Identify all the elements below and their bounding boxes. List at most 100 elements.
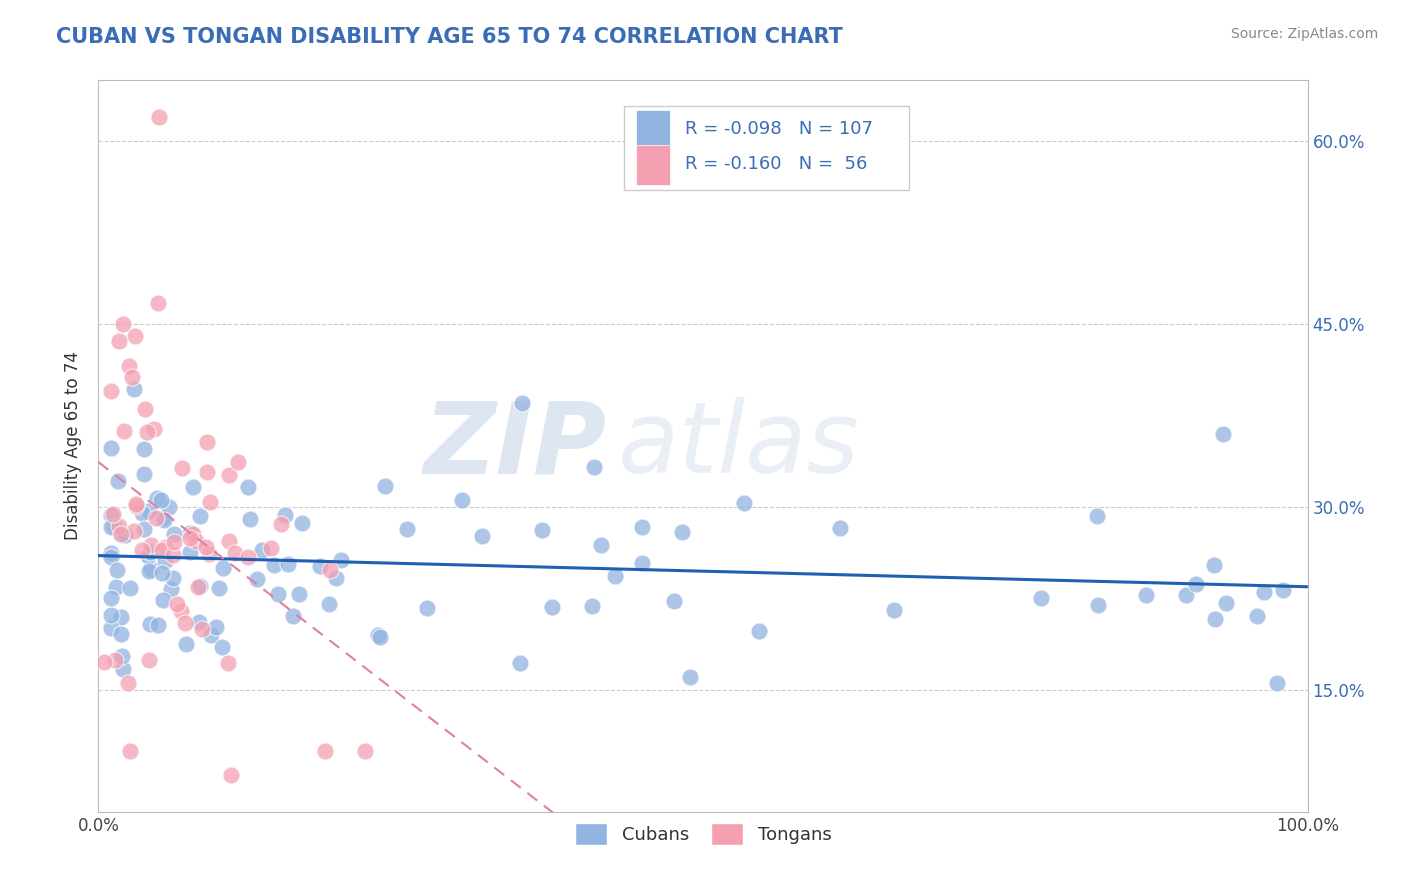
Point bbox=[217, 656, 239, 670]
Point bbox=[148, 296, 170, 310]
Y-axis label: Disability Age 65 to 74: Disability Age 65 to 74 bbox=[65, 351, 83, 541]
Point bbox=[631, 556, 654, 570]
Point bbox=[174, 637, 197, 651]
Point bbox=[188, 579, 211, 593]
Point bbox=[139, 545, 162, 559]
Point bbox=[883, 603, 905, 617]
Point bbox=[451, 492, 474, 507]
Point bbox=[134, 401, 156, 416]
Text: CUBAN VS TONGAN DISABILITY AGE 65 TO 74 CORRELATION CHART: CUBAN VS TONGAN DISABILITY AGE 65 TO 74 … bbox=[56, 27, 844, 46]
Point bbox=[170, 461, 193, 475]
Point bbox=[1253, 584, 1275, 599]
Point bbox=[108, 334, 131, 348]
Point bbox=[110, 627, 132, 641]
Point bbox=[111, 317, 134, 331]
Point bbox=[605, 569, 627, 583]
Point bbox=[138, 617, 160, 632]
Point bbox=[173, 615, 195, 630]
Point bbox=[100, 545, 122, 559]
Point bbox=[100, 591, 122, 606]
Point bbox=[510, 396, 533, 410]
Point bbox=[153, 513, 176, 527]
Point bbox=[135, 425, 157, 439]
Point bbox=[179, 545, 201, 559]
Point bbox=[162, 548, 184, 562]
Point bbox=[145, 491, 167, 505]
Point bbox=[367, 628, 389, 642]
Point bbox=[200, 494, 222, 508]
Point bbox=[160, 582, 183, 597]
Point bbox=[197, 547, 219, 561]
Point bbox=[1215, 596, 1237, 610]
Point bbox=[139, 538, 162, 552]
Point bbox=[139, 562, 162, 576]
Point bbox=[149, 492, 172, 507]
Point bbox=[157, 500, 180, 514]
Point bbox=[270, 517, 292, 532]
Point bbox=[218, 534, 240, 549]
Point bbox=[260, 541, 283, 555]
Point bbox=[93, 655, 115, 669]
Point bbox=[263, 558, 285, 572]
Point bbox=[671, 524, 693, 539]
Point bbox=[125, 499, 148, 513]
Point bbox=[1204, 612, 1226, 626]
Point bbox=[179, 531, 201, 545]
Point bbox=[100, 384, 122, 399]
Point bbox=[664, 594, 686, 608]
Point bbox=[114, 528, 136, 542]
Point bbox=[181, 479, 204, 493]
FancyBboxPatch shape bbox=[624, 106, 908, 190]
Point bbox=[163, 535, 186, 549]
Point bbox=[138, 653, 160, 667]
Point bbox=[152, 592, 174, 607]
FancyBboxPatch shape bbox=[637, 145, 671, 185]
Point bbox=[374, 479, 396, 493]
Point bbox=[191, 622, 214, 636]
Point bbox=[396, 522, 419, 536]
Point bbox=[124, 497, 146, 511]
Text: atlas: atlas bbox=[619, 398, 860, 494]
Point bbox=[1175, 588, 1198, 602]
Point bbox=[1212, 426, 1234, 441]
Point bbox=[200, 627, 222, 641]
Point bbox=[110, 528, 132, 542]
Point bbox=[195, 540, 218, 554]
Point bbox=[1272, 582, 1295, 597]
Point bbox=[218, 468, 240, 483]
Text: R = -0.160   N =  56: R = -0.160 N = 56 bbox=[685, 155, 868, 173]
Point bbox=[325, 571, 347, 585]
Point bbox=[181, 527, 204, 541]
Point bbox=[318, 597, 340, 611]
Point bbox=[1085, 509, 1108, 524]
Point bbox=[1029, 591, 1052, 606]
Point bbox=[1267, 676, 1289, 690]
Point bbox=[145, 511, 167, 525]
Point bbox=[184, 534, 207, 549]
Point bbox=[100, 608, 122, 623]
Point bbox=[1246, 608, 1268, 623]
Point bbox=[122, 382, 145, 396]
Point bbox=[314, 744, 336, 758]
Point bbox=[208, 581, 231, 595]
Point bbox=[110, 526, 132, 541]
Point bbox=[166, 598, 188, 612]
Point bbox=[288, 587, 311, 601]
Point bbox=[103, 507, 125, 521]
Point bbox=[509, 656, 531, 670]
Point bbox=[283, 609, 305, 624]
Point bbox=[416, 601, 439, 615]
Point bbox=[118, 359, 141, 373]
Point bbox=[631, 519, 654, 533]
Point bbox=[120, 744, 142, 758]
Point bbox=[309, 558, 332, 573]
FancyBboxPatch shape bbox=[637, 110, 671, 150]
Point bbox=[103, 519, 125, 533]
Point bbox=[163, 527, 186, 541]
Point bbox=[134, 522, 156, 536]
Point bbox=[582, 460, 605, 475]
Point bbox=[581, 599, 603, 613]
Point bbox=[152, 566, 174, 580]
Point bbox=[136, 549, 159, 563]
Point bbox=[108, 519, 131, 533]
